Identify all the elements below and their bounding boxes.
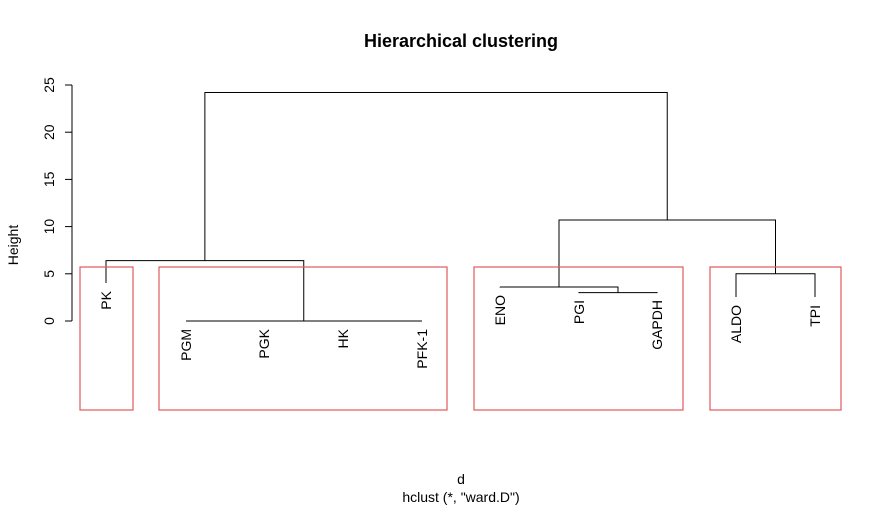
y-tick-label-20: 20 [41, 124, 57, 140]
method-sublabel: hclust (*, "ward.D") [402, 489, 519, 505]
leaf-label-hk: HK [335, 328, 351, 348]
x-axis-label: d [457, 471, 465, 487]
y-tick-label-10: 10 [41, 219, 57, 235]
y-axis: 0 5 10 15 20 25 [41, 77, 73, 325]
leaf-label-pfk-1: PFK-1 [414, 329, 430, 369]
y-axis-label: Height [5, 225, 21, 266]
branch-5 [735, 273, 816, 297]
y-tick-label-25: 25 [41, 77, 57, 93]
cluster-box-4 [709, 266, 842, 411]
leaf-label-gapdh: GAPDH [649, 300, 665, 350]
y-tick-label-0: 0 [41, 317, 57, 325]
y-tick-label-5: 5 [41, 270, 57, 278]
leaf-label-tpi: TPI [807, 305, 823, 327]
leaf-label-pgm: PGM [178, 329, 194, 361]
leaf-label-pk: PK [98, 290, 114, 309]
y-tick-label-15: 15 [41, 171, 57, 187]
branch-4 [499, 286, 619, 293]
leaf-label-eno: ENO [492, 295, 508, 325]
leaf-labels: PK PGM PGK HK PFK-1 ENO PGI GAPDH ALDO TPI [98, 290, 823, 368]
branch-8 [204, 92, 668, 261]
cluster-box-3 [473, 266, 684, 411]
cluster-box-2 [158, 266, 448, 411]
leaf-label-pgk: PGK [256, 328, 272, 358]
branch-7 [558, 219, 776, 288]
dendrogram-branches [105, 92, 816, 322]
cluster-boxes [79, 266, 842, 411]
leaf-label-pgi: PGI [571, 300, 587, 324]
leaf-label-aldo: ALDO [728, 305, 744, 343]
branch-6 [105, 260, 305, 321]
chart-title: Hierarchical clustering [364, 31, 558, 51]
cluster-box-1 [79, 266, 134, 411]
